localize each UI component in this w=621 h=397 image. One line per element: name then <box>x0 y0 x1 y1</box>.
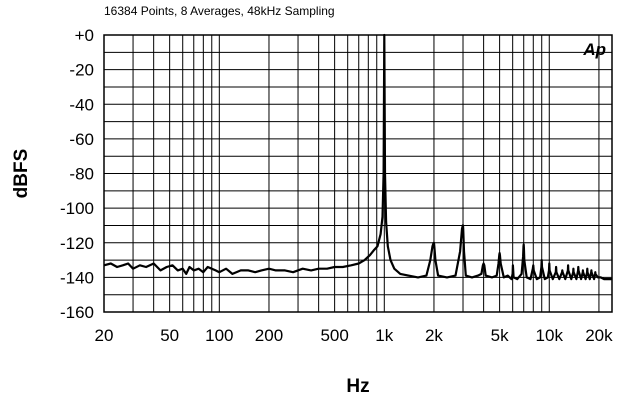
y-tick-label: -160 <box>60 303 94 322</box>
y-tick-label: -80 <box>69 165 94 184</box>
y-axis-label: dBFS <box>11 149 32 199</box>
y-tick-label: -140 <box>60 268 94 287</box>
plot-frame <box>103 34 613 313</box>
spectrum-line <box>103 33 612 281</box>
x-tick-label: 5k <box>491 326 509 345</box>
y-tick-label: -40 <box>69 95 94 114</box>
x-tick-label: 200 <box>255 326 283 345</box>
y-tick-label: -120 <box>60 234 94 253</box>
y-tick-labels: +0 -20 -40 -60 -80 -100 -120 -140 -160 <box>60 26 94 322</box>
x-tick-label: 20 <box>95 326 114 345</box>
y-tick-label: -100 <box>60 199 94 218</box>
chart-subtitle: 16384 Points, 8 Averages, 48kHz Sampling <box>104 4 335 18</box>
x-tick-label: 100 <box>205 326 233 345</box>
x-axis-label: Hz <box>346 376 369 397</box>
x-tick-label: 1k <box>375 326 393 345</box>
x-tick-label: 2k <box>425 326 443 345</box>
y-tick-label: -60 <box>69 130 94 149</box>
x-tick-labels: 20 50 100 200 500 1k 2k 5k 10k 20k <box>95 326 614 345</box>
x-tick-label: 50 <box>160 326 179 345</box>
y-tick-label: -20 <box>69 61 94 80</box>
y-tick-label: +0 <box>75 26 94 45</box>
x-tick-label: 10k <box>536 326 564 345</box>
ap-logo: Ap <box>582 40 606 59</box>
x-tick-label: 500 <box>320 326 348 345</box>
x-tick-label: 20k <box>585 326 613 345</box>
